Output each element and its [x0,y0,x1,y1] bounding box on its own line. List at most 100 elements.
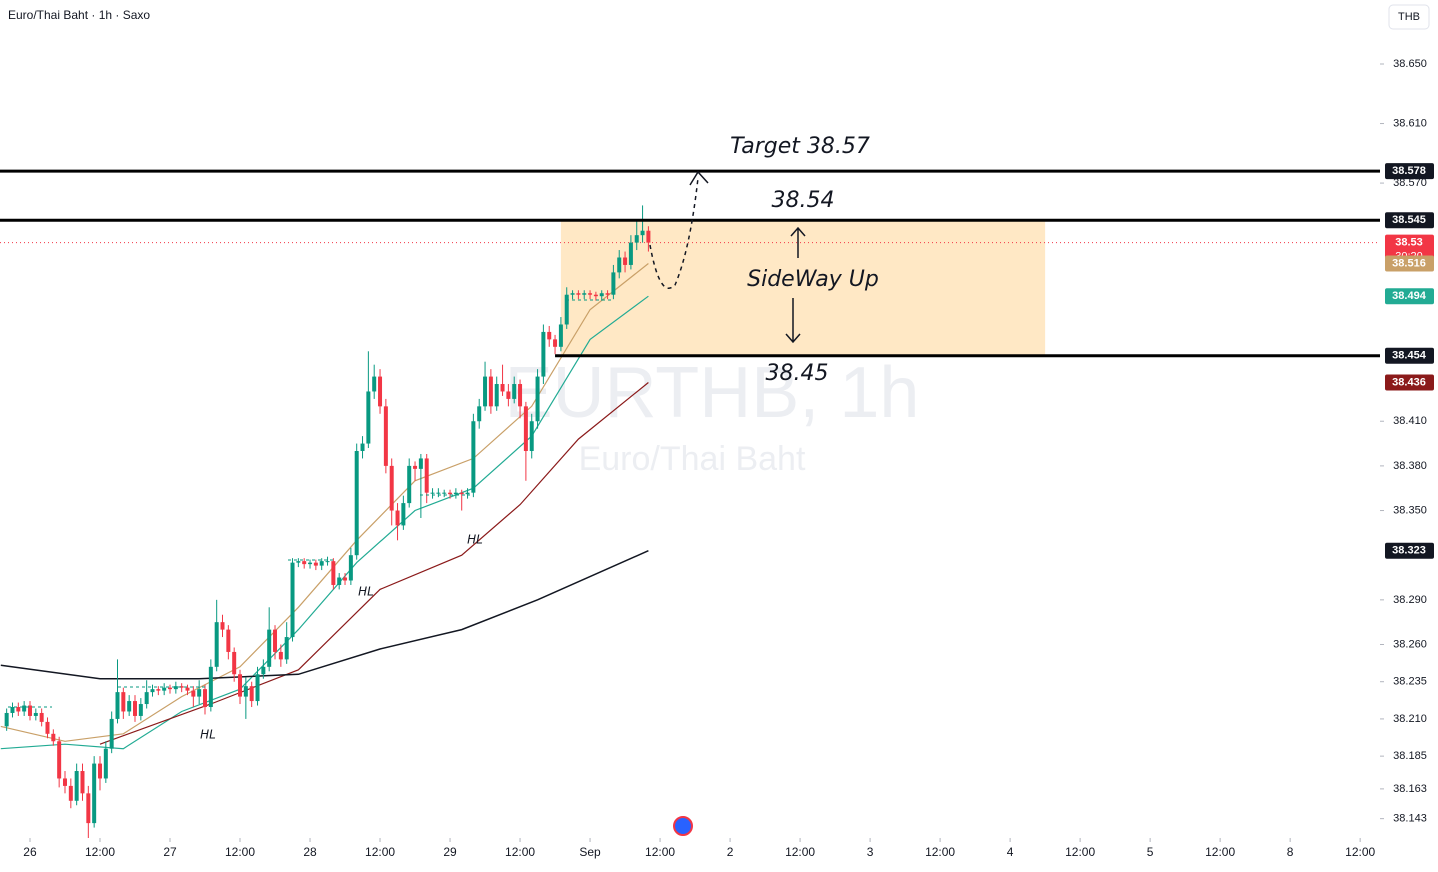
candle-body [634,235,639,243]
candle-body [424,458,429,493]
hl-dashes [8,299,612,708]
candle-body [191,690,196,697]
candle-body [611,272,616,295]
price-axis [1380,0,1438,867]
candle-body [547,331,552,340]
x-tick-label: 12:00 [505,845,535,859]
price-label-box [1385,212,1434,229]
currency-button[interactable] [1388,4,1430,30]
y-tick-label: 38.210 [1393,713,1427,725]
x-tick-label: 8 [1287,845,1294,859]
currency-label[interactable]: THB [1398,11,1420,23]
x-tick-label: Sep [579,845,601,859]
candle-body [617,257,622,273]
candle-body [214,622,219,667]
candle-body [372,376,377,392]
candle-body [243,686,248,697]
candle-body [401,503,406,526]
candle-body [238,674,243,697]
candle-body [588,293,593,295]
x-tick-label: 2 [727,845,734,859]
candle-body [407,465,412,504]
candle-body [593,294,598,297]
candle-body [278,651,283,660]
candle-body [348,555,353,581]
price-label-box [1385,374,1434,391]
candle-body [273,629,278,652]
candle-body [518,384,523,407]
annotation-hl: HL [467,533,483,547]
moving-average [99,382,649,745]
y-tick-label: 38.143 [1393,813,1427,825]
candle-body [197,689,202,697]
candle-body [413,465,418,469]
candle-body [418,458,423,469]
candle-body [529,421,534,452]
candle-body [378,376,383,407]
price-label-box [1385,542,1434,559]
watermark: EURTHB, 1h [505,353,920,433]
y-tick-label: 38.235 [1393,676,1427,688]
price-label: 38.578 [1392,165,1426,177]
candle-body [74,771,79,801]
annotation-target: Target 38.57 [730,134,870,159]
price-label: 38.545 [1392,214,1426,226]
candle-body [383,406,388,466]
candle-body [232,651,237,675]
candle-body [80,771,85,794]
candle-body [173,686,178,690]
candle-body [92,763,97,824]
candle-body [121,692,126,712]
candle-body [39,712,44,722]
candle-body [623,257,628,265]
price-label-box [1385,347,1434,364]
candle-body [267,629,272,667]
x-tick-label: 12:00 [785,845,815,859]
candle-body [97,763,102,779]
arrow-up [790,226,806,258]
candle-body [109,718,114,749]
annotation-middle: SideWay Up [747,267,879,292]
x-tick-label: 5 [1147,845,1154,859]
candle-body [162,687,167,691]
candle-body [459,492,464,495]
candle-body [62,778,67,786]
candle-body [453,492,458,495]
watermark-subtitle: Euro/Thai Baht [579,440,806,478]
candle-body [308,562,313,565]
arrow-head [689,170,709,186]
price-label: 38.323 [1392,545,1426,557]
y-tick-label: 38.570 [1393,177,1427,189]
candle-body [558,324,563,347]
candle-body [284,637,289,660]
candle-body [564,294,569,325]
candle-body [168,687,173,690]
candle-body [16,707,21,712]
candle-body [605,293,610,295]
event-icon[interactable] [673,816,693,836]
candle-body [535,376,540,422]
candle-body [226,629,231,652]
candle-body [313,562,318,566]
candle-body [68,785,73,801]
candle-body [331,561,336,585]
candle-body [366,391,371,444]
candle-body [290,562,295,638]
candle-body [477,406,482,422]
y-tick-label: 38.260 [1393,638,1427,650]
price-label-box [1385,163,1434,180]
x-tick-label: 29 [443,845,457,859]
candle-body [523,406,528,452]
candle-body [483,376,488,407]
candle-body [582,293,587,295]
x-tick-label: 12:00 [85,845,115,859]
candle-body [10,707,15,713]
candle-body [395,510,400,526]
candle-body [576,293,581,295]
moving-average [0,263,649,742]
candle-body [255,674,260,702]
candle-body [471,421,476,493]
candle-body [57,741,62,779]
